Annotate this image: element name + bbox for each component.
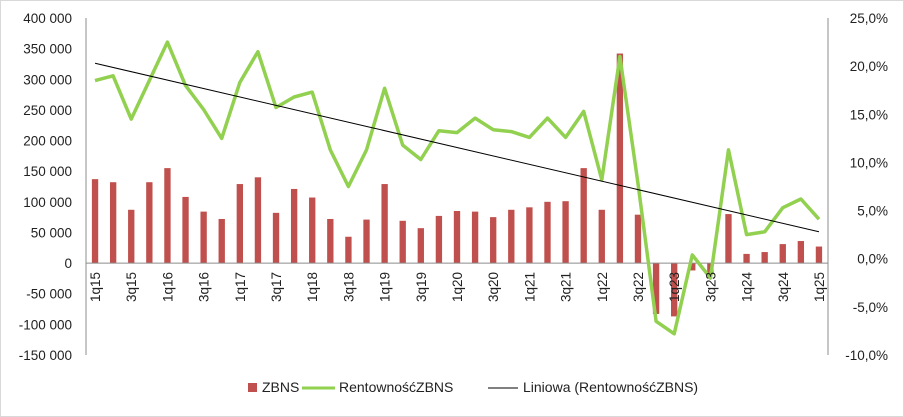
x-tick-label: 3q23 xyxy=(703,272,718,302)
x-tick-label: 1q19 xyxy=(378,272,393,302)
bar-1q18 xyxy=(309,197,316,264)
bar-1q24 xyxy=(743,253,750,264)
x-tick-label: 3q22 xyxy=(631,272,646,302)
bar-3q18 xyxy=(345,236,352,264)
bar-1q17 xyxy=(236,184,243,264)
right-tick-label: -5,0% xyxy=(853,300,888,315)
rentownosc-line xyxy=(94,40,821,336)
left-tick-label: -100 000 xyxy=(19,317,72,332)
bar-4q15 xyxy=(146,182,153,264)
x-tick-label: 1q18 xyxy=(305,272,320,302)
x-tick-label: 3q15 xyxy=(124,272,139,302)
trend-line xyxy=(94,62,820,233)
bar-1q19 xyxy=(381,184,388,264)
bar-1q25 xyxy=(815,246,823,264)
right-tick-label: 5,0% xyxy=(857,204,888,219)
bar-2q16 xyxy=(182,196,189,264)
bar-4q16 xyxy=(218,218,225,264)
left-tick-label: 250 000 xyxy=(23,103,72,118)
bar-1q22 xyxy=(598,209,605,264)
right-tick-label: 20,0% xyxy=(850,59,888,74)
x-tick-label: 3q18 xyxy=(341,272,356,302)
x-tick-label: 3q21 xyxy=(559,272,574,302)
bar-4q17 xyxy=(290,188,298,264)
left-tick-label: 300 000 xyxy=(23,72,72,87)
x-tick-label: 3q24 xyxy=(776,272,791,303)
x-tick-label: 1q23 xyxy=(667,272,682,302)
bar-3q20 xyxy=(490,217,497,264)
bar-1q21 xyxy=(526,207,533,264)
bar-4q21 xyxy=(580,168,587,264)
x-tick-label: 1q21 xyxy=(522,272,537,302)
left-tick-label: -150 000 xyxy=(19,348,72,363)
left-tick-label: 100 000 xyxy=(23,195,72,210)
bar-4q19 xyxy=(435,215,443,264)
x-tick-label: 1q16 xyxy=(160,272,175,302)
x-tick-label: 1q15 xyxy=(88,272,103,302)
bar-2q15 xyxy=(109,182,117,264)
bar-2q24 xyxy=(761,252,768,264)
left-tick-label: 0 xyxy=(64,256,72,271)
axes xyxy=(85,18,829,355)
x-tick-label: 3q16 xyxy=(197,272,212,302)
bar-4q18 xyxy=(363,219,370,264)
bar-3q16 xyxy=(200,211,207,264)
bar-1q23 xyxy=(671,263,678,317)
bar-2q17 xyxy=(254,177,262,264)
right-tick-label: 15,0% xyxy=(850,107,888,122)
x-tick-label: 3q17 xyxy=(269,272,284,302)
x-tick-label: 1q22 xyxy=(595,272,610,302)
right-tick-label: 10,0% xyxy=(850,155,888,170)
bar-4q24 xyxy=(797,241,805,264)
x-axis-ticks: 1q15 3q15 1q16 3q16 1q17 3q17 1q18 3q18 1q19 3q19… xyxy=(88,272,827,303)
x-tick-label: 1q17 xyxy=(233,272,248,302)
bar-3q24 xyxy=(779,244,786,264)
legend-label-rentownosc: RentownośćZBNS xyxy=(339,379,453,395)
bar-2q19 xyxy=(399,220,406,264)
bar-3q15 xyxy=(128,209,135,264)
x-tick-label: 1q25 xyxy=(812,272,827,302)
legend-swatch-zbns xyxy=(248,383,257,392)
bar-3q19 xyxy=(417,228,424,264)
bar-3q21 xyxy=(562,201,569,264)
left-tick-label: -50 000 xyxy=(26,287,72,302)
zbns-bars xyxy=(91,53,823,317)
left-tick-label: 200 000 xyxy=(23,134,72,149)
x-tick-label: 1q20 xyxy=(450,272,465,302)
lines xyxy=(94,40,821,336)
legend-label-trendline: Liniowa (RentownośćZBNS) xyxy=(523,379,698,395)
bar-2q21 xyxy=(544,201,551,264)
bar-4q20 xyxy=(508,209,515,264)
left-tick-label: 50 000 xyxy=(31,225,72,240)
legend-label-zbns: ZBNS xyxy=(262,379,299,395)
legend: ZBNS RentownośćZBNS Liniowa (RentownośćZ… xyxy=(248,379,698,395)
right-tick-label: 25,0% xyxy=(850,11,888,26)
right-axis-ticks: 25,0% 20,0% 15,0% 10,0% 5,0% 0,0% -5,0% -10,0% xyxy=(845,11,888,363)
bar-4q22 xyxy=(652,263,660,314)
left-tick-label: 350 000 xyxy=(23,42,72,57)
bar-2q18 xyxy=(327,218,334,264)
x-tick-label: 1q24 xyxy=(740,272,755,303)
left-tick-label: 400 000 xyxy=(23,11,72,26)
bar-4q23 xyxy=(725,214,732,264)
bar-2q23 xyxy=(689,263,696,271)
right-tick-label: 0,0% xyxy=(857,252,888,267)
bar-2q22 xyxy=(616,53,624,264)
left-axis-ticks: 400 000 350 000 300 000 250 000 200 000 150 0… xyxy=(19,11,72,363)
x-tick-label: 3q19 xyxy=(414,272,429,302)
bar-1q20 xyxy=(453,211,461,264)
bar-3q17 xyxy=(272,212,280,264)
bar-1q15 xyxy=(91,179,99,264)
bar-1q16 xyxy=(164,168,171,264)
bar-3q22 xyxy=(634,214,642,264)
left-tick-label: 150 000 xyxy=(23,164,72,179)
x-tick-label: 3q20 xyxy=(486,272,501,302)
bar-2q20 xyxy=(471,211,479,264)
right-tick-label: -10,0% xyxy=(845,348,888,363)
